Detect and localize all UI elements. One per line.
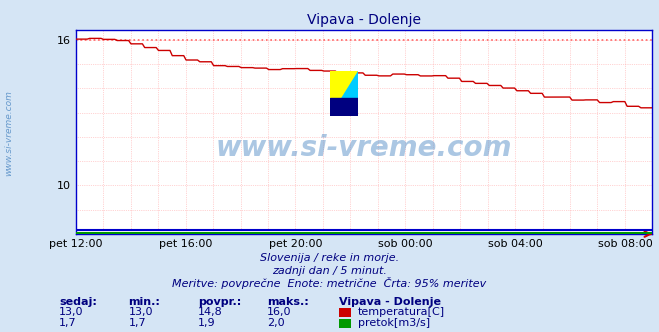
Text: temperatura[C]: temperatura[C] (358, 307, 445, 317)
Text: Vipava - Dolenje: Vipava - Dolenje (339, 297, 442, 307)
Text: 16,0: 16,0 (267, 307, 291, 317)
Text: 13,0: 13,0 (59, 307, 84, 317)
Text: maks.:: maks.: (267, 297, 308, 307)
Text: 14,8: 14,8 (198, 307, 223, 317)
Text: 1,9: 1,9 (198, 318, 215, 328)
Title: Vipava - Dolenje: Vipava - Dolenje (307, 13, 421, 27)
Polygon shape (330, 98, 358, 116)
Polygon shape (330, 71, 358, 116)
Text: 1,7: 1,7 (59, 318, 77, 328)
Text: 13,0: 13,0 (129, 307, 153, 317)
Text: povpr.:: povpr.: (198, 297, 241, 307)
Text: zadnji dan / 5 minut.: zadnji dan / 5 minut. (272, 266, 387, 276)
Text: pretok[m3/s]: pretok[m3/s] (358, 318, 430, 328)
Text: 1,7: 1,7 (129, 318, 146, 328)
Text: Meritve: povprečne  Enote: metrične  Črta: 95% meritev: Meritve: povprečne Enote: metrične Črta:… (173, 277, 486, 289)
Text: www.si-vreme.com: www.si-vreme.com (4, 90, 13, 176)
Text: min.:: min.: (129, 297, 160, 307)
Text: 2,0: 2,0 (267, 318, 285, 328)
Text: sedaj:: sedaj: (59, 297, 97, 307)
Polygon shape (330, 71, 358, 116)
Text: Slovenija / reke in morje.: Slovenija / reke in morje. (260, 253, 399, 263)
Text: www.si-vreme.com: www.si-vreme.com (216, 134, 512, 162)
